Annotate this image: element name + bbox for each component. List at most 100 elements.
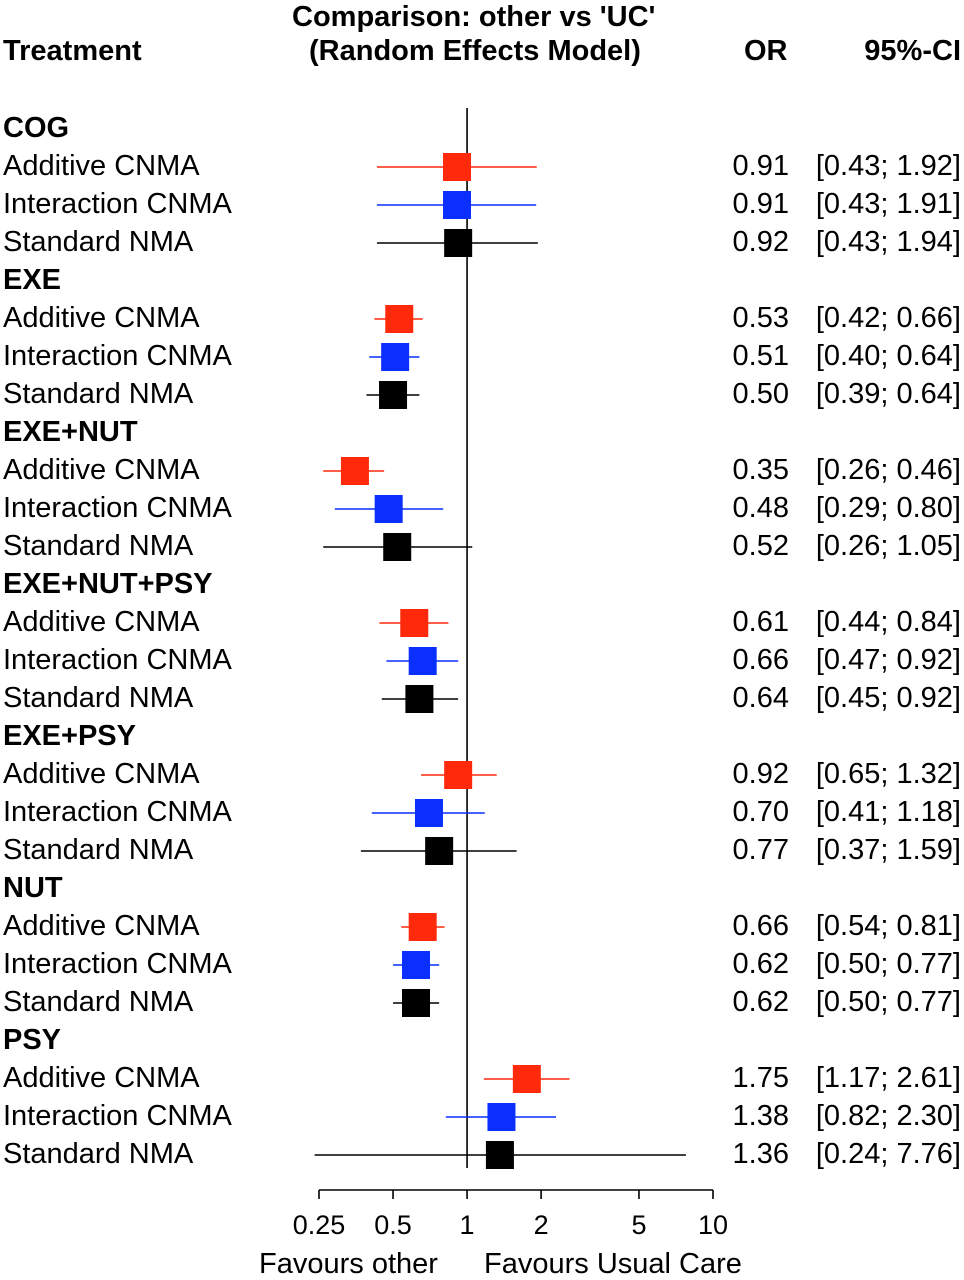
estimate-box [487, 1103, 516, 1131]
estimate-box [442, 153, 471, 181]
group-label: COG [3, 112, 70, 144]
or-value: 0.92 [732, 758, 789, 790]
x-tick-label: 5 [631, 1210, 647, 1240]
or-value: 1.36 [732, 1138, 789, 1170]
or-value: 0.61 [732, 606, 789, 638]
header-title-line1: Comparison: other vs 'UC' [292, 1, 656, 33]
estimate-box [400, 609, 429, 637]
row-label: Interaction CNMA [3, 188, 232, 220]
ci-value: [0.26; 1.05] [815, 530, 961, 562]
x-tick-label: 10 [697, 1210, 729, 1240]
ci-value: [0.65; 1.32] [815, 758, 961, 790]
ci-value: [0.37; 1.59] [815, 834, 961, 866]
estimate-box [340, 457, 369, 485]
group-label: NUT [3, 872, 63, 904]
or-value: 1.75 [732, 1062, 789, 1094]
row-label: Additive CNMA [3, 1062, 200, 1094]
ci-value: [0.43; 1.92] [815, 150, 961, 182]
or-value: 0.62 [732, 948, 789, 980]
group-label: EXE+PSY [3, 720, 136, 752]
or-value: 0.35 [732, 454, 789, 486]
row-label: Additive CNMA [3, 606, 200, 638]
or-value: 0.66 [732, 910, 789, 942]
or-value: 0.53 [732, 302, 789, 334]
ci-value: [0.43; 1.91] [815, 188, 961, 220]
estimate-box [444, 761, 473, 789]
estimate-box [485, 1141, 514, 1169]
estimate-box [442, 191, 471, 219]
group-label: PSY [3, 1024, 62, 1056]
ci-value: [0.47; 0.92] [815, 644, 961, 676]
ci-value: [0.43; 1.94] [815, 226, 961, 258]
estimate-box [381, 343, 410, 371]
header-ci: 95%-CI [864, 35, 961, 67]
ci-value: [0.50; 0.77] [815, 986, 961, 1018]
or-value: 0.48 [732, 492, 789, 524]
or-value: 1.38 [732, 1100, 789, 1132]
row-label: Additive CNMA [3, 454, 200, 486]
or-value: 0.52 [732, 530, 789, 562]
row-label: Additive CNMA [3, 910, 200, 942]
row-label: Standard NMA [3, 1138, 194, 1170]
or-value: 0.92 [732, 226, 789, 258]
estimate-box [383, 533, 412, 561]
or-value: 0.91 [732, 188, 789, 220]
row-label: Standard NMA [3, 986, 194, 1018]
x-tick-label: 1 [459, 1210, 475, 1240]
or-value: 0.64 [732, 682, 789, 714]
group-label: EXE+NUT+PSY [3, 568, 213, 600]
ci-value: [0.40; 0.64] [815, 340, 961, 372]
header-title-line2: (Random Effects Model) [309, 35, 641, 67]
header-or: OR [744, 35, 788, 67]
row-label: Standard NMA [3, 226, 194, 258]
ci-value: [0.82; 2.30] [815, 1100, 961, 1132]
row-label: Additive CNMA [3, 302, 200, 334]
row-label: Interaction CNMA [3, 492, 232, 524]
ci-value: [0.24; 7.76] [815, 1138, 961, 1170]
estimate-box [402, 951, 431, 979]
or-value: 0.66 [732, 644, 789, 676]
row-label: Interaction CNMA [3, 796, 232, 828]
ci-value: [1.17; 2.61] [815, 1062, 961, 1094]
group-label: EXE+NUT [3, 416, 138, 448]
ci-value: [0.50; 0.77] [815, 948, 961, 980]
estimate-box [408, 647, 437, 675]
estimate-box [512, 1065, 541, 1093]
row-label: Additive CNMA [3, 150, 200, 182]
ci-value: [0.41; 1.18] [815, 796, 961, 828]
row-label: Interaction CNMA [3, 1100, 232, 1132]
group-label: EXE [3, 264, 62, 296]
row-label: Standard NMA [3, 682, 194, 714]
row-label: Standard NMA [3, 378, 194, 410]
row-label: Additive CNMA [3, 758, 200, 790]
row-label: Standard NMA [3, 834, 194, 866]
x-tick-label: 0.5 [374, 1210, 412, 1240]
header-treatment: Treatment [3, 35, 142, 67]
ci-value: [0.26; 0.46] [815, 454, 961, 486]
estimate-box [405, 685, 434, 713]
or-value: 0.51 [732, 340, 789, 372]
ci-value: [0.39; 0.64] [815, 378, 961, 410]
estimate-box [385, 305, 414, 333]
estimate-box [374, 495, 403, 523]
x-tick-label: 2 [533, 1210, 549, 1240]
estimate-box [414, 799, 443, 827]
row-label: Interaction CNMA [3, 644, 232, 676]
estimate-box [408, 913, 437, 941]
estimate-box [425, 837, 454, 865]
row-label: Interaction CNMA [3, 340, 232, 372]
estimate-box [402, 989, 431, 1017]
ci-value: [0.45; 0.92] [815, 682, 961, 714]
ci-value: [0.29; 0.80] [815, 492, 961, 524]
or-value: 0.77 [732, 834, 789, 866]
ci-value: [0.42; 0.66] [815, 302, 961, 334]
favours-right-label: Favours Usual Care [484, 1248, 742, 1280]
or-value: 0.91 [732, 150, 789, 182]
or-value: 0.70 [732, 796, 789, 828]
or-value: 0.50 [732, 378, 789, 410]
row-label: Standard NMA [3, 530, 194, 562]
x-tick-label: 0.25 [292, 1210, 346, 1240]
row-label: Interaction CNMA [3, 948, 232, 980]
estimate-box [379, 381, 408, 409]
